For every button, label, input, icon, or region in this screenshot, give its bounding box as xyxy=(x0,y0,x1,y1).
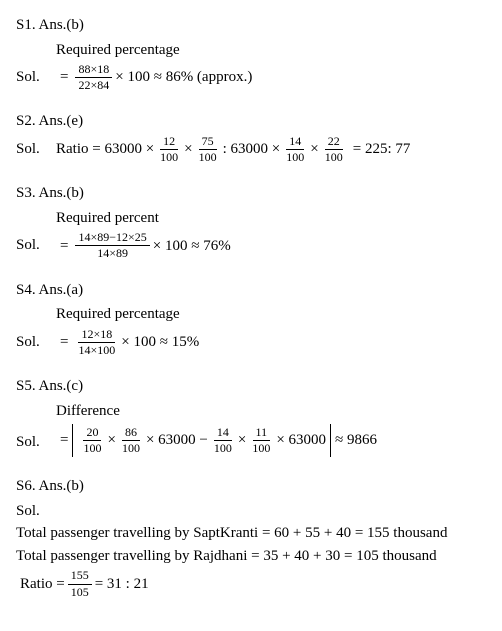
s6-ratio-label: Ratio = xyxy=(20,573,65,596)
s2-formula: Sol. Ratio = 63000 × 12 100 × 75 100 : 6… xyxy=(16,135,486,164)
s1-formula: Sol. = 88×18 22×84 × 100 ≈ 86% (approx.) xyxy=(16,63,486,92)
s4-formula: Sol. = 12×18 14×100 × 100 ≈ 15% xyxy=(16,328,486,357)
s2-sol: Sol. xyxy=(16,138,56,165)
s3-formula: Sol. = 14×89−12×25 14×89 × 100 ≈ 76% xyxy=(16,231,486,260)
s3-mult: × 100 ≈ 76% xyxy=(153,235,231,258)
s1-eq: = xyxy=(60,66,68,89)
s1-header: S1. Ans.(b) xyxy=(16,14,486,37)
s5-f2: 86 100 xyxy=(119,426,143,455)
s6-sol: Sol. xyxy=(16,500,486,523)
s1-sol: Sol. xyxy=(16,66,56,93)
s3-frac: 14×89−12×25 14×89 xyxy=(75,231,149,260)
s5-f4: 11 100 xyxy=(249,426,273,455)
s4-label: Required percentage xyxy=(16,303,486,326)
s2-ratio-label: Ratio = 63000 × xyxy=(56,138,154,161)
s2-f2: 75 100 xyxy=(196,135,220,164)
solution-s6: S6. Ans.(b) Sol. Total passenger travell… xyxy=(16,475,486,598)
s2-f4: 22 100 xyxy=(322,135,346,164)
s5-abs: 20 100 × 86 100 × 63000 − 14 100 × 11 10… xyxy=(72,424,331,457)
s5-sol: Sol. xyxy=(16,431,56,458)
s5-f1: 20 100 xyxy=(80,426,104,455)
s6-line2: Total passenger travelling by Rajdhani =… xyxy=(16,545,486,568)
s1-frac: 88×18 22×84 xyxy=(75,63,112,92)
s4-eq: = xyxy=(60,331,68,354)
s4-header: S4. Ans.(a) xyxy=(16,279,486,302)
solution-s4: S4. Ans.(a) Required percentage Sol. = 1… xyxy=(16,279,486,357)
s2-result: = 225: 77 xyxy=(353,138,411,161)
s3-label: Required percent xyxy=(16,207,486,230)
s6-header: S6. Ans.(b) xyxy=(16,475,486,498)
solution-s1: S1. Ans.(b) Required percentage Sol. = 8… xyxy=(16,14,486,92)
s3-sol: Sol. xyxy=(16,234,56,261)
solution-s2: S2. Ans.(e) Sol. Ratio = 63000 × 12 100 … xyxy=(16,110,486,164)
s2-header: S2. Ans.(e) xyxy=(16,110,486,133)
s5-result: ≈ 9866 xyxy=(335,429,377,452)
s5-eq: = xyxy=(60,429,68,452)
s4-sol: Sol. xyxy=(16,331,56,358)
s6-frac: 155 105 xyxy=(68,569,92,598)
s1-label: Required percentage xyxy=(16,39,486,62)
solution-s5: S5. Ans.(c) Difference Sol. = 20 100 × 8… xyxy=(16,375,486,457)
solution-s3: S3. Ans.(b) Required percent Sol. = 14×8… xyxy=(16,182,486,260)
s6-line1: Total passenger travelling by SaptKranti… xyxy=(16,522,486,545)
s2-f3: 14 100 xyxy=(283,135,307,164)
s4-mult: × 100 ≈ 15% xyxy=(121,331,199,354)
s4-frac: 12×18 14×100 xyxy=(75,328,118,357)
s6-formula: Ratio = 155 105 = 31 : 21 xyxy=(16,569,486,598)
s5-label: Difference xyxy=(16,400,486,423)
s5-formula: Sol. = 20 100 × 86 100 × 63000 − 14 100 … xyxy=(16,424,486,457)
s1-mult: × 100 ≈ 86% (approx.) xyxy=(115,66,252,89)
s2-f1: 12 100 xyxy=(157,135,181,164)
s6-result: = 31 : 21 xyxy=(95,573,149,596)
s3-header: S3. Ans.(b) xyxy=(16,182,486,205)
s5-f3: 14 100 xyxy=(211,426,235,455)
s3-eq: = xyxy=(60,235,68,258)
s5-header: S5. Ans.(c) xyxy=(16,375,486,398)
